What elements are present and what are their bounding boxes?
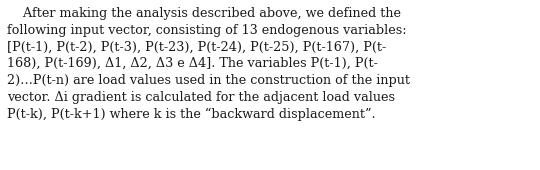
Text: After making the analysis described above, we defined the
following input vector: After making the analysis described abov… (7, 7, 410, 121)
